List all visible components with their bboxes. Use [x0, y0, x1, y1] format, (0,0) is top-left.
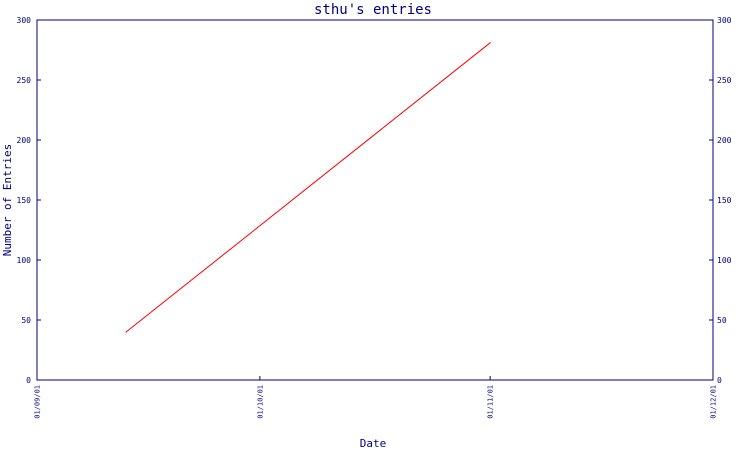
y-axis-left: 0 50 100 150 200 250 300: [17, 16, 41, 385]
y-tick-label-left: 200: [17, 136, 32, 145]
y-tick-label-left: 0: [26, 376, 31, 385]
y-tick-label-right: 0: [717, 376, 722, 385]
y-tick-label-left: 50: [21, 316, 31, 325]
y-tick-label-left: 100: [17, 256, 32, 265]
y-tick-label-right: 200: [717, 136, 732, 145]
y-tick-label-left: 300: [17, 16, 32, 25]
y-tick-label-right: 50: [717, 316, 727, 325]
series-point: [125, 331, 127, 333]
plot-frame: [36, 19, 714, 381]
y-tick-label-right: 300: [717, 16, 732, 25]
series-line: [125, 42, 491, 333]
y-tick-label-right: 150: [717, 196, 732, 205]
x-tick-label: 01/09/01: [34, 385, 42, 419]
x-axis: 01/09/01 01/10/01 01/11/01 01/12/01: [34, 376, 718, 419]
chart-title: sthu's entries: [314, 2, 432, 18]
x-tick-label: 01/11/01: [487, 385, 495, 419]
series-group: [125, 42, 491, 333]
y-axis-right: 0 50 100 150 200 250 300: [709, 16, 732, 385]
x-tick-label: 01/12/01: [710, 385, 718, 419]
series-point: [489, 42, 491, 44]
y-tick-label-right: 100: [717, 256, 732, 265]
y-axis-label: Number of Entries: [1, 144, 14, 257]
x-tick-label: 01/10/01: [256, 385, 264, 419]
y-tick-label-right: 250: [717, 76, 732, 85]
y-tick-label-left: 150: [17, 196, 32, 205]
y-tick-label-left: 250: [17, 76, 32, 85]
x-axis-label: Date: [360, 437, 387, 450]
